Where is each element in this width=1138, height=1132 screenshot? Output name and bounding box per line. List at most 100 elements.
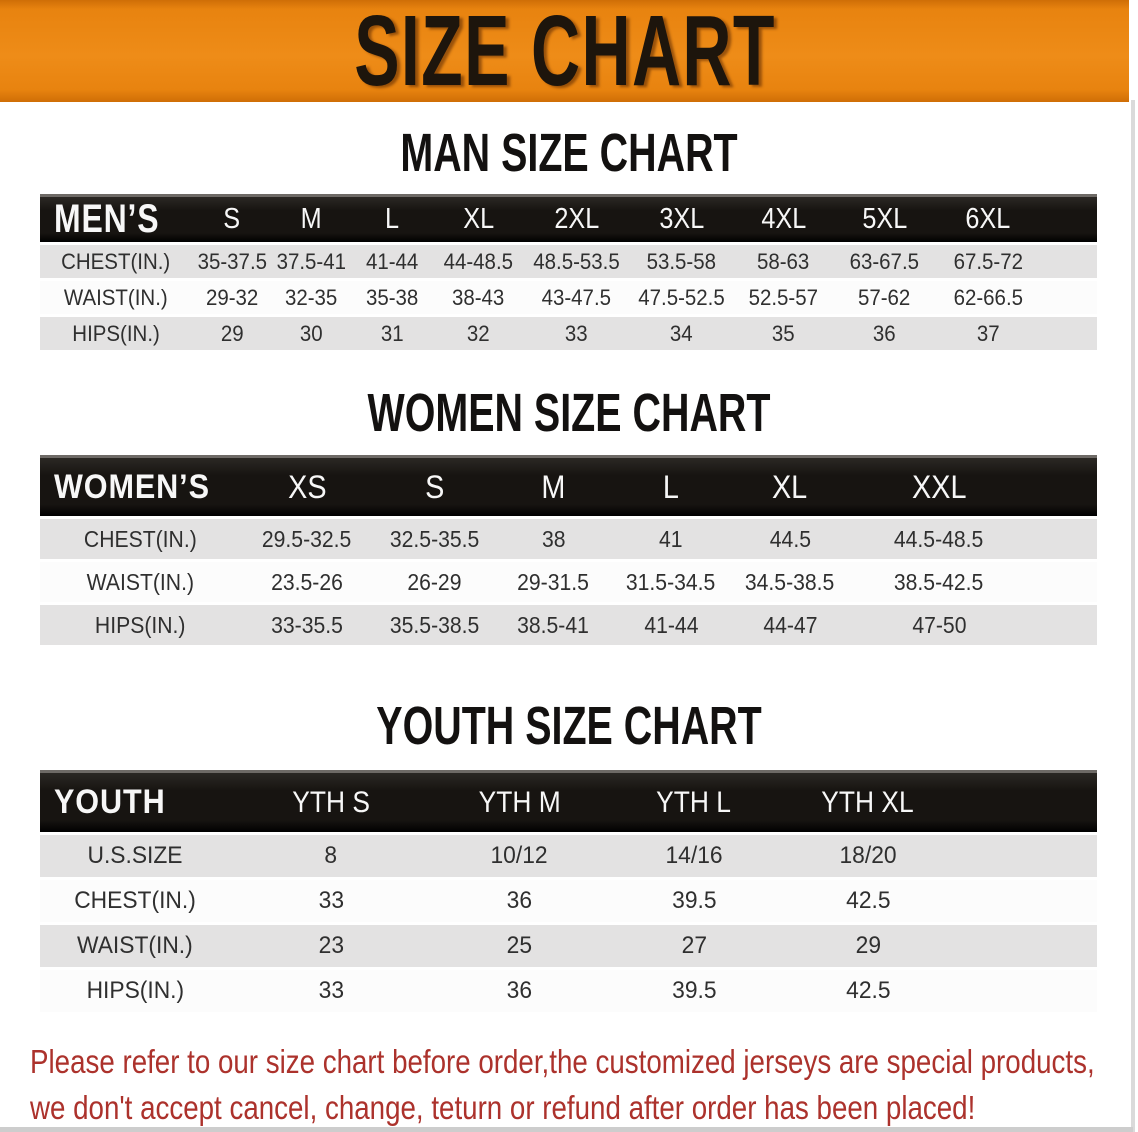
men-size-table: MEN’S S M L XL 2XL 3XL 4XL 5XL 6XL CHEST(IN.) 35-37… (40, 194, 1097, 353)
data-cell: 67.5-72 (936, 245, 1097, 281)
data-cell-text: 53.5-58 (646, 248, 717, 274)
data-cell: 30 (272, 317, 351, 353)
table-label: WOMEN’S (40, 455, 240, 519)
data-cell-text: 36 (506, 977, 533, 1004)
size-col-xl-text: XL (772, 468, 808, 505)
row-label-text: WAIST(IN.) (86, 568, 194, 595)
data-cell-text: 32.5-35.5 (389, 525, 480, 552)
disclaimer-note: Please refer to our size chart before or… (30, 1039, 1138, 1131)
data-cell: 34.5-38.5 (730, 562, 850, 605)
table-row: WAIST(IN.) 29-32 32-35 35-38 38-43 43-47.5 47.… (40, 281, 1097, 317)
right-edge-line (1131, 100, 1135, 1132)
data-cell-text: 23 (318, 932, 344, 959)
data-cell: 41 (612, 519, 730, 562)
women-section-title: WOMEN SIZE CHART (0, 384, 1138, 442)
table-row: WAIST(IN.) 23 25 27 29 (40, 925, 1097, 970)
data-cell-text: 29-31.5 (517, 568, 590, 595)
data-cell-text: 47-50 (911, 611, 967, 638)
size-col-3xl-text: 3XL (659, 203, 704, 235)
table-row: CHEST(IN.) 33 36 39.5 42.5 (40, 880, 1097, 925)
data-cell: 38 (495, 519, 612, 562)
row-label-text: U.S.SIZE (87, 842, 183, 869)
row-label: HIPS(IN.) (40, 317, 192, 353)
size-col-yth-xl-text: YTH XL (821, 785, 915, 819)
data-cell-text: 52.5-57 (748, 284, 819, 310)
youth-section: YOUTH SIZE CHART YOUTH YTH S YTH M YTH L YTH… (0, 697, 1138, 1015)
data-cell: 37.5-41 (272, 245, 351, 281)
data-cell: 44-47 (730, 605, 850, 648)
data-cell: 32 (433, 317, 524, 353)
data-cell-text: 35-38 (365, 284, 419, 310)
data-cell-text: 41 (659, 525, 683, 552)
size-chart-banner: SIZE CHART (0, 0, 1129, 102)
table-row: U.S.SIZE 8 10/12 14/16 18/20 (40, 835, 1097, 880)
size-col-xxl-text: XXL (911, 468, 967, 505)
note-line-1-text: Please refer to our size chart before or… (30, 1043, 1095, 1080)
data-cell-text: 35 (772, 320, 795, 346)
data-cell-text: 63-67.5 (849, 248, 920, 274)
row-label-text: HIPS(IN.) (94, 611, 186, 638)
table-label-text: WOMEN’S (54, 467, 210, 506)
size-col-5xl-text: 5XL (862, 203, 907, 235)
data-cell-text: 41-44 (365, 248, 419, 274)
youth-size-table: YOUTH YTH S YTH M YTH L YTH XL U.S.SIZE 8 10/12… (40, 770, 1097, 1015)
data-cell-text: 34 (670, 320, 693, 346)
bottom-edge-line (0, 1127, 1133, 1132)
data-cell: 36 (833, 317, 936, 353)
data-cell-text: 38.5-42.5 (894, 568, 984, 595)
size-col-m: M (495, 455, 612, 519)
header-row: WOMEN’S XS S M L XL XXL (40, 455, 1097, 519)
size-col-xs: XS (240, 455, 374, 519)
data-cell-text: 29 (855, 932, 881, 959)
size-col-m: M (272, 194, 351, 245)
data-cell-text: 58-63 (757, 248, 810, 274)
data-cell: 33 (230, 970, 432, 1015)
data-cell: 44.5 (730, 519, 850, 562)
data-cell-text: 44-47 (762, 611, 818, 638)
data-cell-text: 62-66.5 (953, 284, 1023, 310)
data-cell-text: 8 (324, 842, 338, 869)
size-col-6xl-text: 6XL (965, 203, 1011, 235)
data-cell-text: 44.5 (769, 525, 811, 552)
size-col-yth-l-text: YTH L (656, 785, 732, 819)
row-label: WAIST(IN.) (40, 562, 240, 605)
data-cell: 25 (432, 925, 607, 970)
data-cell-text: 23.5-26 (271, 568, 343, 595)
data-cell-text: 36 (506, 887, 533, 914)
note-line-1: Please refer to our size chart before or… (30, 1039, 1138, 1085)
data-cell-text: 14/16 (665, 842, 723, 869)
data-cell-text: 29-32 (205, 284, 259, 310)
data-cell-text: 39.5 (671, 887, 717, 914)
data-cell: 29-31.5 (495, 562, 612, 605)
data-cell: 47.5-52.5 (629, 281, 734, 317)
size-col-yth-l: YTH L (607, 770, 781, 835)
men-section-title: MAN SIZE CHART (0, 124, 1138, 182)
note-line-2-text: we don't accept cancel, change, teturn o… (30, 1089, 976, 1126)
data-cell-text: 29.5-32.5 (262, 525, 352, 552)
women-size-table: WOMEN’S XS S M L XL XXL CHEST(IN.) 29.5-32.5 32.5… (40, 455, 1097, 648)
data-cell: 27 (607, 925, 781, 970)
data-cell: 41-44 (351, 245, 433, 281)
data-cell: 32.5-35.5 (374, 519, 495, 562)
data-cell-text: 32-35 (285, 284, 338, 310)
data-cell: 18/20 (781, 835, 1097, 880)
size-col-2xl: 2XL (524, 194, 629, 245)
data-cell: 29 (192, 317, 272, 353)
data-cell: 29-32 (192, 281, 272, 317)
size-col-s-text: S (223, 203, 241, 235)
table-label: YOUTH (40, 770, 230, 835)
row-label: HIPS(IN.) (40, 970, 230, 1015)
data-cell-text: 25 (506, 932, 533, 959)
size-col-yth-s-text: YTH S (292, 785, 370, 819)
data-cell: 38-43 (433, 281, 524, 317)
row-label-text: CHEST(IN.) (83, 525, 197, 552)
note-line-2: we don't accept cancel, change, teturn o… (30, 1085, 1138, 1131)
data-cell-text: 43-47.5 (541, 284, 612, 310)
data-cell: 33 (230, 880, 432, 925)
data-cell-text: 37.5-41 (276, 248, 347, 274)
size-col-s-text: S (424, 468, 445, 505)
data-cell: 63-67.5 (833, 245, 936, 281)
data-cell-text: 38 (541, 525, 566, 552)
data-cell-text: 33 (318, 977, 344, 1004)
